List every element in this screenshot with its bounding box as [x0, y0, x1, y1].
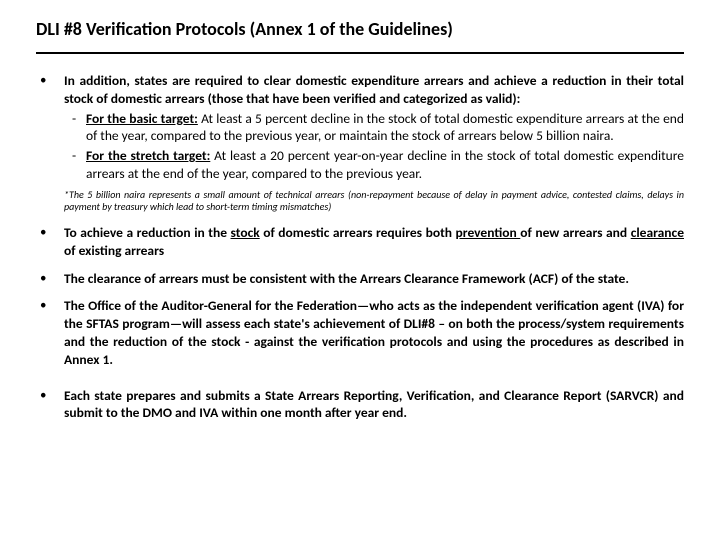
b2-mid1: of domestic arrears requires both [260, 224, 456, 241]
basic-target-label: For the basic target: [86, 110, 198, 127]
b2-pre: To achieve a reduction in the [64, 224, 231, 241]
sub-marker: - [64, 110, 86, 146]
b2-mid2: of new arrears and [520, 224, 630, 241]
stretch-target-label: For the stretch target: [86, 147, 210, 164]
bullet-1: • In addition, states are required to cl… [36, 72, 684, 183]
footnote: *The 5 billion naira represents a small … [64, 189, 684, 214]
bullet-1-intro: In addition, states are required to clea… [64, 72, 684, 107]
bullet-marker: • [36, 224, 64, 260]
b2-stock: stock [231, 224, 260, 241]
bullet-1-body: In addition, states are required to clea… [64, 72, 684, 183]
bullet-marker: • [36, 387, 64, 423]
bullet-1-sub-1: - For the basic target: At least a 5 per… [64, 110, 684, 146]
bullet-3-body: The clearance of arrears must be consist… [64, 270, 684, 288]
b2-clearance: clearance [631, 224, 684, 241]
bullet-5-body: Each state prepares and submits a State … [64, 387, 684, 423]
bullet-1-sub-2: - For the stretch target: At least a 20 … [64, 147, 684, 183]
bullet-marker: • [36, 297, 64, 368]
bullet-2: • To achieve a reduction in the stock of… [36, 224, 684, 260]
sub-marker: - [64, 147, 86, 183]
b2-end: of existing arrears [64, 242, 164, 259]
page-title: DLI #8 Verification Protocols (Annex 1 o… [36, 18, 684, 40]
title-rule [36, 52, 684, 54]
bullet-2-body: To achieve a reduction in the stock of d… [64, 224, 684, 260]
bullet-marker: • [36, 270, 64, 288]
bullet-1-sub-2-body: For the stretch target: At least a 20 pe… [86, 147, 684, 183]
bullet-4-body: The Office of the Auditor-General for th… [64, 297, 684, 368]
bullet-marker: • [36, 72, 64, 183]
bullet-1-sub-1-body: For the basic target: At least a 5 perce… [86, 110, 684, 146]
bullet-3: • The clearance of arrears must be consi… [36, 270, 684, 288]
bullet-5: • Each state prepares and submits a Stat… [36, 387, 684, 423]
b2-prevention: prevention [456, 224, 521, 241]
bullet-4: • The Office of the Auditor-General for … [36, 297, 684, 368]
